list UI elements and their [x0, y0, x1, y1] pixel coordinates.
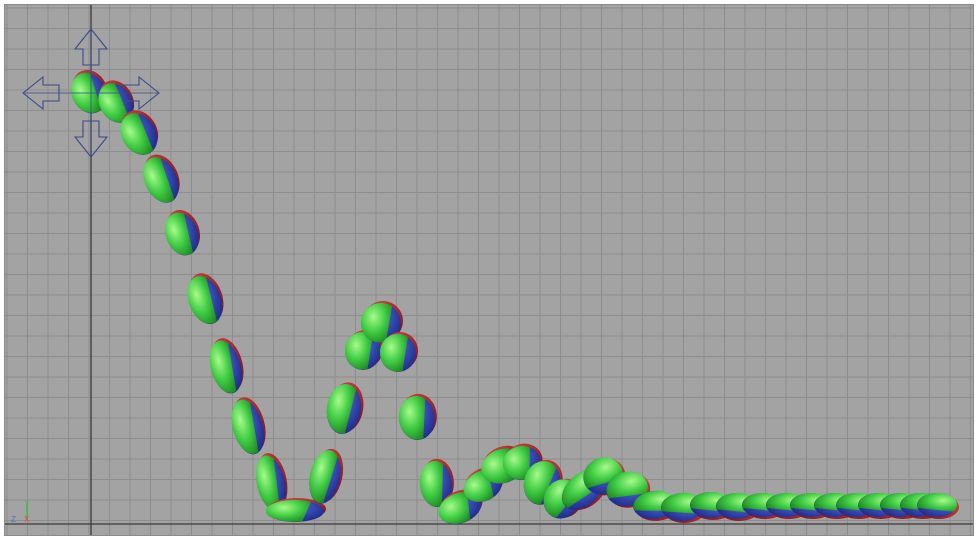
- ball-ghost-frame: [255, 453, 288, 511]
- ball-ghost-frame: [398, 393, 437, 440]
- 3d-viewport[interactable]: Y Z X: [4, 4, 974, 536]
- ball-ghost-frame: [120, 110, 159, 155]
- ball-ghost-frame: [419, 458, 454, 507]
- viewport-canvas[interactable]: Y Z X: [5, 5, 974, 536]
- move-manipulator-icon[interactable]: [22, 28, 160, 158]
- ball-ghost-frame: [326, 382, 364, 434]
- ball-ghost-frame: [361, 301, 403, 343]
- ball-ghost-frame: [209, 338, 244, 394]
- ball-ghost-frame: [165, 210, 201, 256]
- ball-ghost-frame: [143, 154, 180, 203]
- ball-ghost-frame: [309, 448, 344, 504]
- ball-ghost-frame: [187, 273, 224, 325]
- y-axis-label: Y: [24, 499, 30, 508]
- axis-orientation-indicator: Y Z X: [11, 499, 30, 524]
- ball-ghost-frame: [231, 397, 266, 455]
- ball-ghost-frame: [380, 332, 418, 372]
- ball-ghost-trail: [71, 69, 959, 524]
- z-axis-label: Z: [11, 515, 16, 524]
- ball-ghost-frame: [917, 493, 959, 519]
- x-axis-label: X: [24, 515, 30, 524]
- ball-ghost-frame: [266, 498, 326, 522]
